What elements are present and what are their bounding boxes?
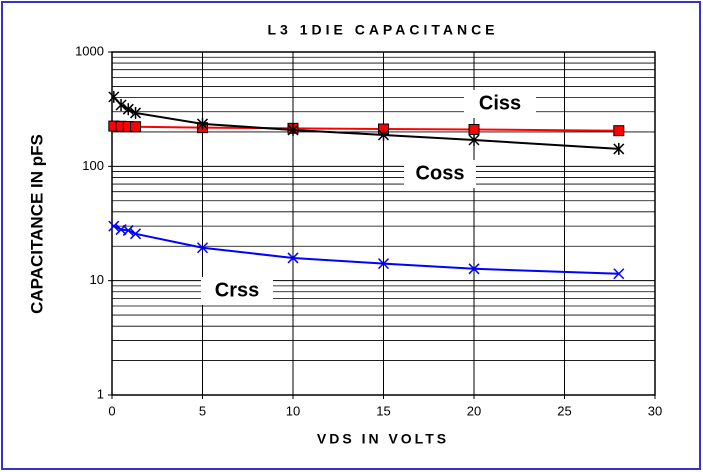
data-point	[613, 268, 625, 280]
marker	[122, 224, 134, 236]
x-tick-label: 10	[286, 403, 300, 418]
data-point	[287, 252, 299, 264]
y-tick-label: 100	[82, 158, 104, 173]
data-point	[377, 258, 390, 270]
marker	[108, 220, 120, 232]
chart-title: L3 1DIE CAPACITANCE	[267, 22, 498, 38]
x-tick-label: 20	[467, 403, 481, 418]
data-point	[129, 106, 142, 119]
data-point	[468, 263, 480, 275]
x-tick-label: 15	[376, 403, 390, 418]
marker	[377, 258, 390, 270]
marker	[129, 228, 142, 240]
data-point	[377, 128, 390, 141]
data-point	[115, 98, 127, 111]
x-tick-label: 5	[199, 403, 206, 418]
marker	[196, 242, 209, 254]
data-point	[122, 224, 134, 236]
data-point	[287, 123, 299, 136]
x-tick-label: 30	[648, 403, 662, 418]
x-axis-label: VDS IN VOLTS	[317, 431, 449, 447]
data-point	[468, 123, 480, 135]
series-label: Ciss	[479, 92, 521, 114]
marker	[130, 121, 142, 133]
data-point	[613, 125, 625, 137]
x-tick-label: 0	[108, 403, 115, 418]
series-label-bg	[201, 277, 273, 305]
marker	[468, 263, 480, 275]
marker	[613, 125, 625, 137]
y-tick-label: 1000	[75, 43, 104, 58]
series-label: Coss	[416, 162, 465, 184]
y-tick-label: 10	[90, 272, 104, 287]
series-label-bg	[404, 160, 476, 188]
data-point	[196, 117, 209, 130]
data-point	[122, 103, 134, 116]
data-point	[108, 220, 120, 232]
data-point	[613, 142, 625, 155]
data-point	[468, 133, 480, 146]
y-axis-label: CAPACITANCE IN pFS	[27, 134, 46, 314]
data-point	[129, 228, 142, 240]
data-point	[130, 121, 142, 133]
series-label-bg	[464, 90, 536, 118]
marker	[613, 268, 625, 280]
data-point	[196, 242, 209, 254]
marker	[468, 123, 480, 135]
x-tick-label: 25	[557, 403, 571, 418]
y-tick-label: 1	[97, 386, 104, 401]
series-label: Crss	[215, 279, 259, 301]
marker	[287, 252, 299, 264]
